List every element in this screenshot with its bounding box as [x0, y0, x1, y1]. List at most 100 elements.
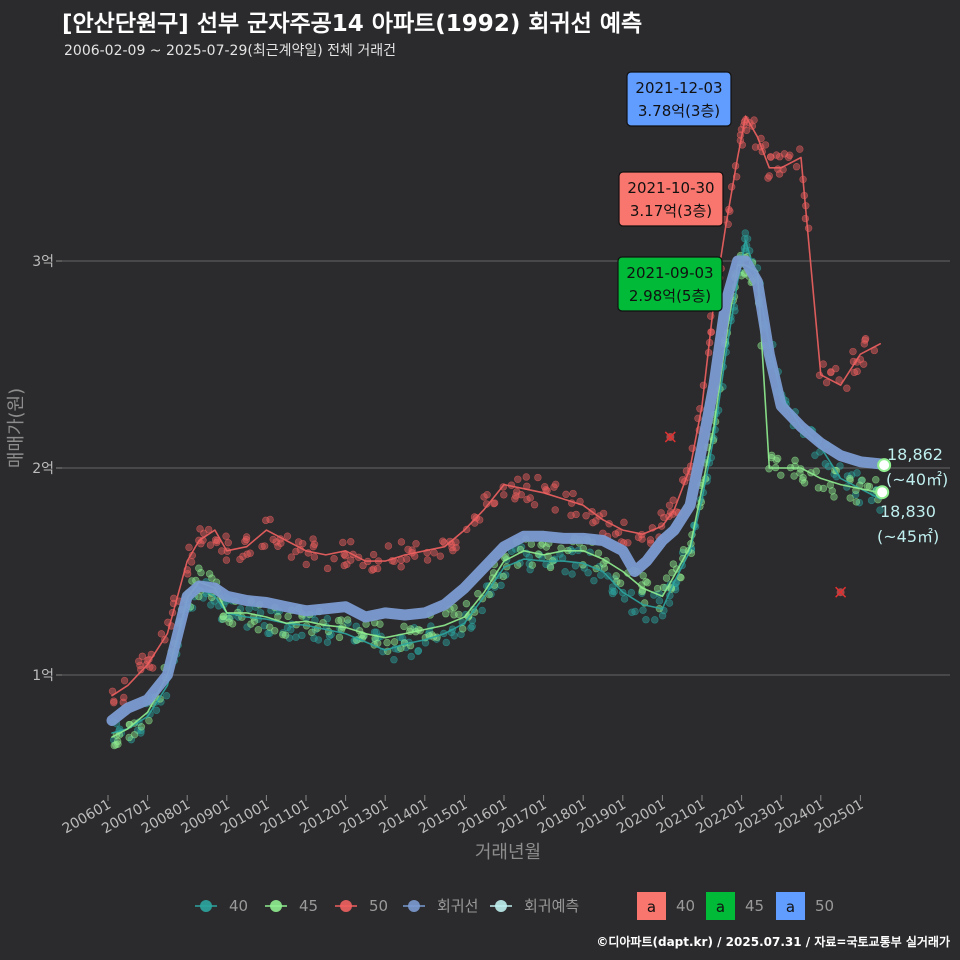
data-point-40 — [608, 583, 617, 591]
data-point-50 — [483, 491, 491, 499]
annotation-date: 2021-09-03 — [626, 264, 713, 282]
data-point-50 — [452, 538, 460, 546]
data-point-45 — [254, 626, 263, 634]
data-point-40 — [285, 634, 294, 642]
data-point-45 — [872, 476, 880, 484]
data-point-50 — [384, 542, 393, 550]
data-point-50 — [517, 491, 525, 499]
legend: 40 45 50 회귀선 회귀예측 a 40 a 45 a 50 — [195, 892, 834, 920]
data-point-40 — [457, 630, 465, 639]
data-point-50 — [236, 555, 244, 564]
data-point-50 — [780, 150, 789, 158]
data-point-50 — [302, 560, 310, 569]
data-point-45 — [266, 623, 274, 631]
data-point-50 — [217, 547, 226, 555]
annotation-date: 2021-12-03 — [635, 79, 722, 97]
data-point-45 — [639, 571, 647, 580]
data-point-50 — [511, 495, 519, 503]
data-point-50 — [514, 475, 522, 483]
data-point-40 — [631, 607, 639, 616]
footer-credit: ©디아파트(dapt.kr) / 2025.07.31 / 자료=국토교통부 실… — [596, 935, 950, 949]
data-point-45 — [343, 616, 352, 624]
data-point-50 — [843, 384, 851, 392]
data-point-50 — [822, 378, 831, 387]
data-point-50 — [274, 542, 282, 551]
data-point-50 — [620, 518, 628, 527]
data-point-45 — [247, 620, 255, 628]
data-point-40 — [478, 606, 486, 615]
data-point-50 — [766, 153, 775, 161]
data-point-45 — [791, 456, 799, 465]
chart-subtitle: 2006-02-09 ~ 2025-07-29(최근계약일) 전체 거래건 — [64, 43, 396, 59]
data-point-45 — [799, 473, 807, 482]
data-point-50 — [135, 657, 143, 666]
data-point-50 — [860, 340, 869, 348]
data-point-45 — [852, 498, 861, 506]
data-point-40 — [152, 706, 161, 715]
legend-box-label: 50 — [815, 897, 834, 915]
data-point-50 — [772, 151, 781, 159]
data-point-45 — [225, 618, 233, 626]
data-point-50 — [819, 360, 827, 368]
data-point-50 — [204, 525, 213, 534]
data-point-40 — [468, 622, 476, 631]
legend-box-label: 45 — [745, 897, 764, 915]
data-point-50 — [592, 517, 600, 525]
data-point-50 — [137, 666, 145, 674]
data-point-45 — [777, 471, 785, 479]
legend-box — [776, 892, 805, 920]
data-point-50 — [196, 525, 204, 533]
data-point-45 — [383, 638, 391, 647]
data-point-40 — [590, 576, 598, 585]
data-point-50 — [430, 549, 438, 557]
data-point-50 — [751, 143, 760, 151]
data-point-45 — [642, 577, 650, 586]
data-point-40 — [741, 229, 749, 237]
data-point-50 — [804, 224, 813, 232]
data-point-40 — [642, 616, 650, 624]
data-point-50 — [347, 556, 355, 564]
data-point-45 — [846, 494, 854, 502]
data-point-50 — [742, 126, 751, 135]
data-point-40 — [584, 568, 592, 577]
data-point-45 — [858, 476, 866, 484]
data-point-40 — [314, 636, 323, 644]
data-point-50 — [185, 543, 193, 552]
data-point-45 — [208, 574, 216, 582]
data-point-45 — [528, 561, 537, 569]
data-point-50 — [183, 570, 192, 578]
data-point-40 — [639, 606, 647, 614]
data-point-50 — [761, 141, 770, 149]
data-point-50 — [423, 556, 432, 564]
data-point-50 — [222, 532, 230, 540]
data-point-45 — [662, 574, 671, 582]
legend-swatch — [408, 900, 420, 912]
data-point-40 — [867, 496, 876, 505]
data-point-40 — [414, 647, 423, 655]
series-lines — [106, 115, 892, 738]
data-point-50 — [471, 519, 479, 527]
data-point-50 — [341, 552, 350, 560]
data-point-45 — [863, 482, 872, 490]
data-point-50 — [669, 496, 677, 504]
data-point-50 — [801, 214, 810, 223]
data-point-45 — [337, 616, 345, 624]
data-point-45 — [334, 616, 343, 625]
y-tick-label: 2억 — [32, 461, 54, 477]
forecast-point — [877, 458, 892, 473]
data-point-50 — [412, 540, 420, 548]
data-point-45 — [790, 472, 798, 480]
data-point-45 — [773, 454, 782, 463]
y-axis-title: 매매가(원) — [6, 388, 27, 468]
data-point-50 — [526, 494, 534, 502]
data-point-45 — [188, 577, 196, 585]
data-point-50 — [373, 564, 382, 573]
data-point-50 — [343, 560, 351, 568]
data-point-50 — [206, 541, 215, 549]
legend-box — [637, 892, 666, 920]
legend-box-letter: a — [647, 898, 656, 916]
outlier-cross — [664, 431, 676, 443]
data-point-45 — [145, 716, 153, 725]
data-point-45 — [819, 484, 828, 493]
data-point-40 — [526, 565, 534, 574]
